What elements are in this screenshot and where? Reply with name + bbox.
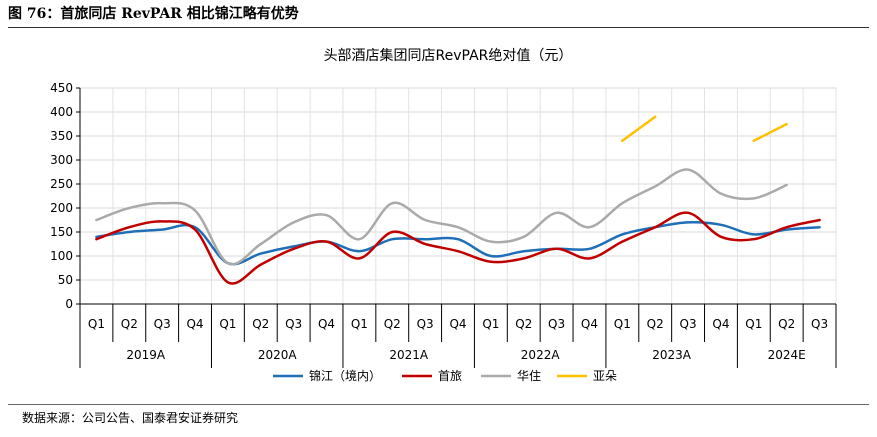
series-line-1 [95, 211, 821, 285]
figure-header: 图 76：首旅同店 RevPAR 相比锦江略有优势 [8, 4, 869, 28]
y-tick-label: 200 [50, 201, 73, 215]
y-tick-label: 400 [50, 105, 73, 119]
x-tick-label: Q3 [811, 317, 828, 331]
x-tick-label: Q3 [548, 317, 565, 331]
x-tick-label: Q1 [219, 317, 236, 331]
series-line-0 [95, 221, 821, 266]
grid-lines [79, 87, 837, 305]
x-group-label: 2019A [126, 348, 166, 362]
y-tick-label: 300 [50, 153, 73, 167]
y-tick-label: 350 [50, 129, 73, 143]
figure-title: 图 76：首旅同店 RevPAR 相比锦江略有优势 [8, 6, 299, 22]
legend-label: 首旅 [438, 369, 462, 383]
x-tick-label: Q1 [351, 317, 368, 331]
y-tick-label: 150 [50, 225, 73, 239]
x-tick-label: Q2 [252, 317, 269, 331]
x-tick-label: Q3 [680, 317, 697, 331]
y-tick-label: 50 [58, 273, 73, 287]
x-group-label: 2024E [768, 348, 806, 362]
x-tick-label: Q4 [318, 317, 335, 331]
series-lines [95, 115, 821, 285]
x-tick-label: Q4 [581, 317, 598, 331]
x-tick-label: Q2 [647, 317, 664, 331]
legend-label: 锦江（境内） [309, 368, 381, 383]
series-line-2 [95, 168, 788, 266]
bottom-rule [8, 404, 869, 405]
x-tick-label: Q3 [285, 317, 302, 331]
chart-title: 头部酒店集团同店RevPAR绝对值（元） [324, 47, 573, 64]
x-tick-label: Q2 [384, 317, 401, 331]
plot-frame [79, 87, 837, 305]
legend-label: 华住 [517, 369, 541, 383]
x-group-label: 2023A [652, 348, 692, 362]
x-tick-label: Q1 [482, 317, 499, 331]
x-tick-label: Q2 [515, 317, 532, 331]
legend: 锦江（境内） 首旅 华住 亚朵 [273, 368, 617, 383]
x-tick-label: Q1 [88, 317, 105, 331]
x-tick-label: Q2 [778, 317, 795, 331]
line-chart: 头部酒店集团同店RevPAR绝对值（元） 0 50 100 150 200 250 300 3… [50, 47, 837, 383]
axes: 0 50 100 150 200 250 300 350 400 450 Q1 Q2 Q3 Q4 Q1 Q2 Q… [50, 81, 837, 368]
source-note: 数据来源：公司公告、国泰君安证券研究 [22, 411, 239, 425]
x-tick-label: Q4 [449, 317, 466, 331]
series-line-3 [752, 122, 788, 143]
legend-label: 亚朵 [593, 369, 617, 383]
x-tick-label: Q3 [417, 317, 434, 331]
series-line-3 [621, 115, 657, 143]
x-tick-label: Q4 [186, 317, 203, 331]
y-tick-label: 450 [50, 81, 73, 95]
y-tick-label: 0 [65, 297, 73, 311]
x-group-label: 2021A [389, 348, 429, 362]
x-tick-label: Q1 [745, 317, 762, 331]
x-tick-label: Q1 [614, 317, 631, 331]
x-tick-label: Q4 [712, 317, 729, 331]
x-tick-label: Q2 [121, 317, 138, 331]
top-rule [8, 27, 869, 28]
x-group-label: 2020A [258, 348, 298, 362]
y-tick-label: 100 [50, 249, 73, 263]
x-group-label: 2022A [521, 348, 561, 362]
y-tick-label: 250 [50, 177, 73, 191]
x-tick-label: Q3 [154, 317, 171, 331]
